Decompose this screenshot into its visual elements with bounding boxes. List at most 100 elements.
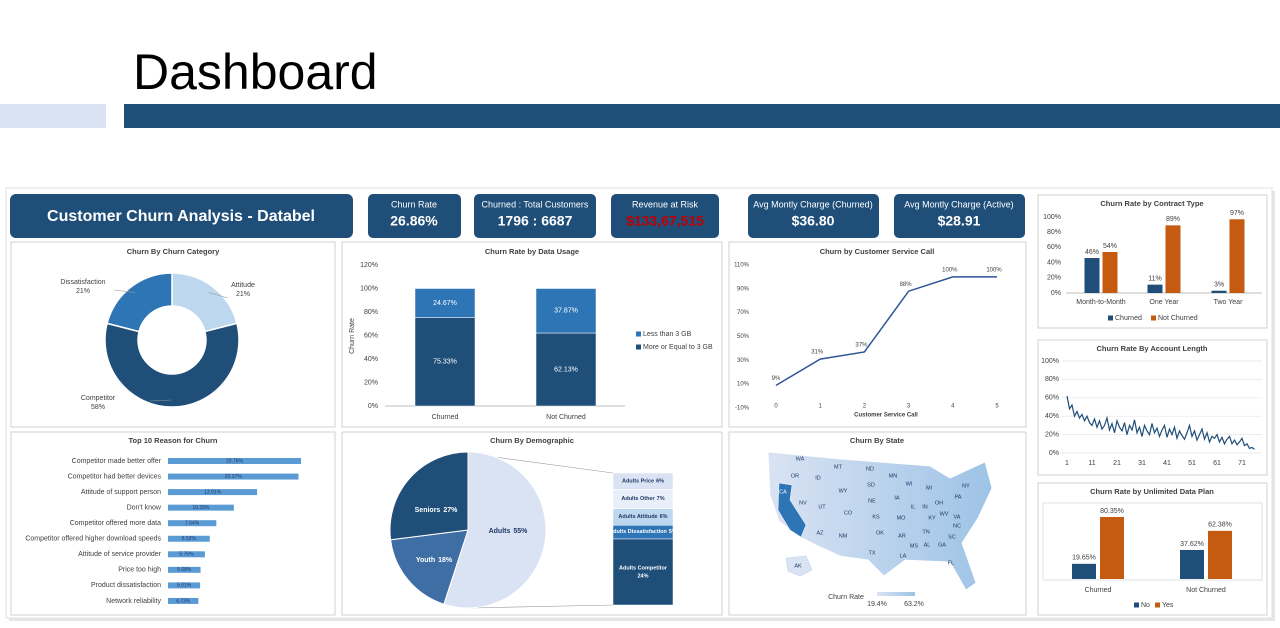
state-label: OK: [876, 530, 884, 536]
bar: [1100, 517, 1124, 579]
y-tick-label: 20%: [1047, 275, 1061, 282]
bar-segment: [414, 288, 476, 318]
x-tick-label: Churned: [1085, 587, 1112, 594]
state-ak: [785, 555, 813, 577]
state-label: AL: [924, 542, 931, 548]
value-label: 7.54%: [185, 521, 200, 527]
x-tick-label: 5: [995, 404, 999, 410]
x-tick-label: 41: [1163, 460, 1171, 467]
y-tick-label: 40%: [1045, 413, 1059, 420]
y-tick-label: 0%: [1051, 290, 1061, 297]
x-tick-label: Month-to-Month: [1076, 299, 1126, 306]
value-label: 20.37%: [225, 474, 243, 480]
x-tick-label: One Year: [1149, 299, 1179, 306]
state-label: NY: [962, 483, 970, 489]
x-tick-label: 21: [1113, 460, 1121, 467]
x-axis-label: Customer Service Call: [854, 413, 918, 419]
x-tick-label: 11: [1088, 460, 1095, 467]
bar-segment: [414, 317, 476, 407]
x-tick-label: 71: [1238, 460, 1246, 467]
panel: [1037, 339, 1268, 476]
legend-label: Churned: [1115, 315, 1142, 322]
bar: [168, 551, 205, 558]
state-label: WY: [839, 488, 848, 494]
state-label: NV: [799, 500, 807, 506]
state-label: SD: [867, 482, 875, 488]
value-label: 100%: [942, 267, 958, 273]
chart-title: Churn by Customer Service Call: [820, 247, 935, 256]
legend-label: Yes: [1162, 602, 1174, 609]
state-label: FL: [948, 560, 954, 566]
category-label: Competitor offered more data: [70, 520, 161, 527]
state-label: GA: [938, 542, 946, 548]
category-label: Dissatisfaction: [60, 279, 105, 286]
pie-label: Youth 18%: [416, 557, 453, 564]
pie-label: Seniors 27%: [415, 507, 458, 514]
kpi-value: $133,67,515: [626, 213, 704, 229]
kpi-card: [894, 194, 1025, 238]
y-tick-label: 50%: [737, 334, 750, 340]
category-label: Competitor: [81, 395, 116, 402]
state-label: WI: [906, 481, 913, 487]
bar: [1229, 219, 1245, 293]
state-label: LA: [900, 553, 907, 559]
bar-segment: [535, 332, 597, 407]
category-label: Attitude: [231, 282, 255, 289]
y-tick-label: 120%: [360, 262, 378, 269]
chart-title: Churn Rate by Contract Type: [1100, 199, 1203, 208]
value-label: 6.52%: [182, 536, 197, 542]
kpi-cards: Churn Rate 26.86% Churned : Total Custom…: [368, 194, 1025, 238]
category-label: Competitor had better devices: [68, 473, 162, 480]
value-label: 21%: [236, 291, 250, 298]
category-label: Adults Price: [622, 479, 654, 485]
leader-line: [113, 289, 136, 293]
y-axis-label: Churn Rate: [349, 318, 356, 354]
legend-swatch: [1108, 315, 1113, 321]
legend-swatch: [1134, 602, 1139, 608]
state-label: IA: [894, 495, 900, 501]
chart-title: Top 10 Reason for Churn: [128, 436, 217, 445]
state-label: CO: [844, 510, 853, 516]
scale-max: 63.2%: [904, 601, 924, 608]
state-label: VA: [954, 514, 961, 520]
state-label: SC: [948, 534, 956, 540]
donut-slice: [106, 272, 173, 333]
chart-title: Churn Rate by Unlimited Data Plan: [1090, 487, 1214, 496]
bar: [1084, 258, 1100, 293]
kpi-value: 26.86%: [390, 213, 438, 229]
state-label: TX: [868, 550, 875, 556]
state-label: NC: [953, 523, 961, 529]
value-label: 19.65%: [1072, 555, 1096, 562]
value-label: 62.13%: [554, 366, 578, 373]
value-label: 5.01%: [177, 583, 192, 589]
value-label: 58%: [91, 404, 105, 411]
pie-label: Adults 55%: [489, 528, 529, 535]
chart-title: Churn By Churn Category: [127, 247, 220, 256]
x-tick-label: Churned: [432, 414, 459, 421]
y-tick-label: 80%: [1045, 376, 1059, 383]
chart-title: Churn Rate By Account Length: [1097, 344, 1208, 353]
y-tick-label: 100%: [1043, 214, 1061, 221]
state-label: MO: [897, 515, 907, 521]
y-tick-label: 60%: [1047, 244, 1061, 251]
state-label: IL: [911, 504, 916, 510]
value-label: 5.76%: [179, 552, 194, 558]
value-label: 5.08%: [177, 567, 192, 573]
state-label: ID: [815, 475, 821, 481]
value-label: 4.73%: [176, 598, 191, 604]
state-label: PA: [955, 494, 962, 500]
kpi-label: Churn Rate: [391, 199, 437, 209]
y-tick-label: 30%: [737, 358, 750, 364]
y-tick-label: 80%: [364, 309, 378, 316]
chart-title: Churn Rate by Data Usage: [485, 247, 579, 256]
value-label: 20.76%: [226, 458, 244, 464]
value-label: 37.87%: [554, 308, 578, 315]
value-label: 11%: [1148, 275, 1162, 282]
state-label: MN: [889, 473, 898, 479]
kpi-label: Revenue at Risk: [632, 199, 699, 209]
category-label: Don't know: [127, 504, 162, 511]
bar: [1211, 290, 1227, 293]
state-label: WV: [940, 511, 949, 517]
y-tick-label: 100%: [1041, 358, 1059, 365]
category-label: Attitude of support person: [81, 489, 161, 496]
